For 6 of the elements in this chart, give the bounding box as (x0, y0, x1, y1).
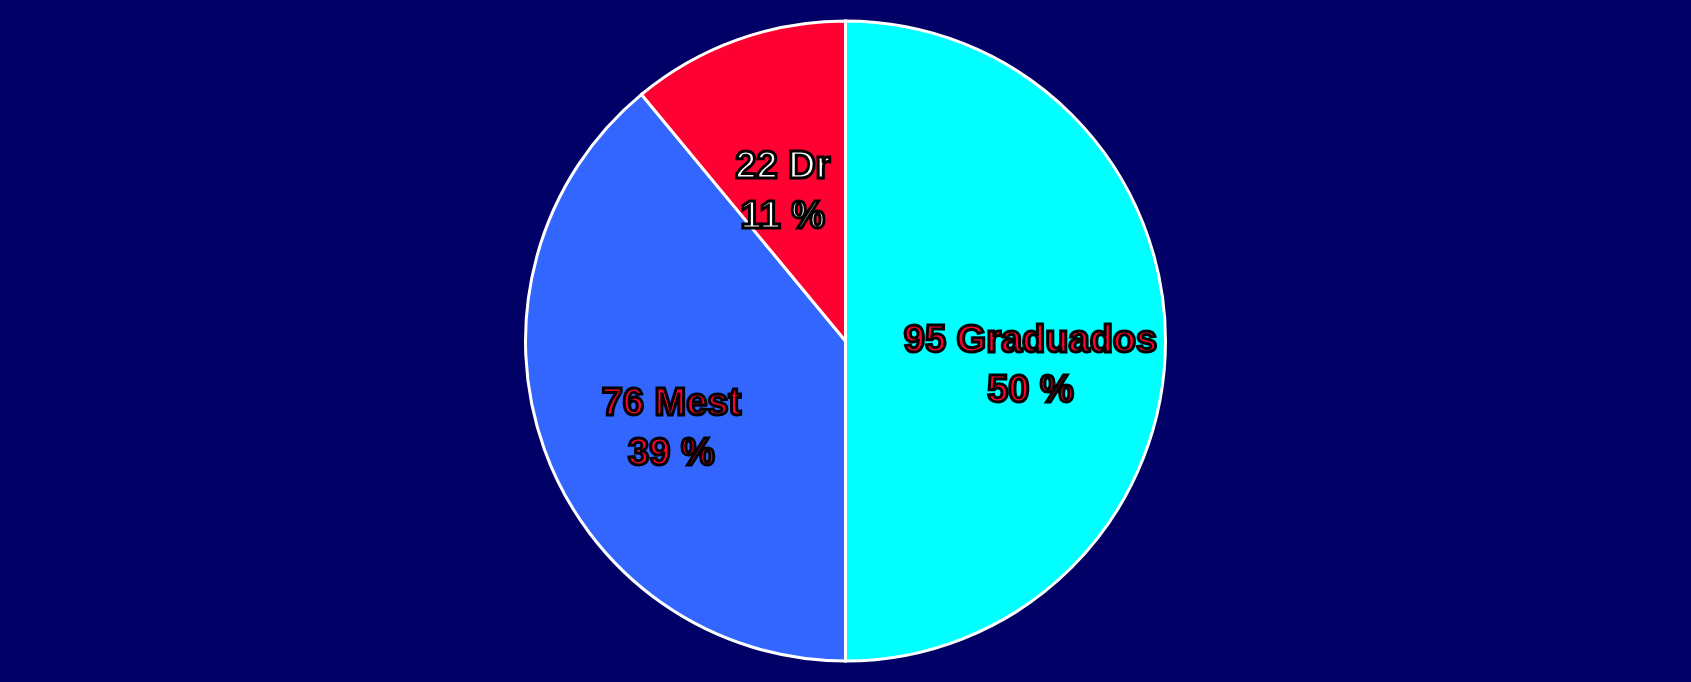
slice-label: 95 Graduados (903, 318, 1158, 360)
slice-label: 76 Mest (601, 380, 742, 423)
data-label: 50 % (987, 368, 1074, 410)
data-label: 11 % (740, 193, 826, 236)
slice-label: 22 Dr (735, 143, 831, 186)
data-label: 39 % (628, 430, 715, 473)
